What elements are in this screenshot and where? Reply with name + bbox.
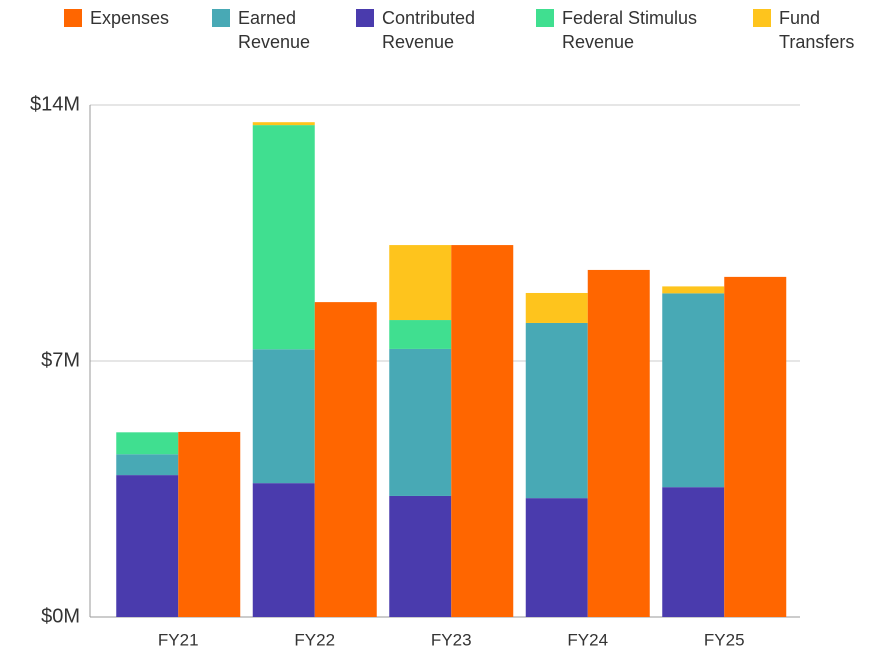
bar	[587, 269, 650, 617]
legend-swatch	[212, 9, 230, 27]
bar-segment	[662, 293, 725, 488]
legend-item: Earned Revenue	[212, 6, 332, 54]
x-tick-label: FY21	[158, 630, 199, 649]
legend-item: Contributed Revenue	[356, 6, 516, 54]
legend-item: Expenses	[64, 6, 194, 30]
bar	[314, 302, 377, 617]
legend-swatch	[64, 9, 82, 27]
bar-segment	[525, 498, 588, 617]
bar-segment	[525, 322, 588, 499]
bar-segment	[662, 286, 725, 294]
bar-segment	[389, 495, 452, 617]
legend-label: Earned Revenue	[238, 8, 311, 52]
legend-item: Federal Stimulus Revenue	[536, 6, 736, 54]
bar-segment	[525, 292, 588, 323]
bar-segment	[252, 125, 315, 350]
bar-segment	[116, 475, 179, 617]
bar-segment	[252, 122, 315, 126]
y-tick-label: $0M	[41, 605, 80, 627]
legend-label: Fund Transfers	[779, 8, 855, 52]
legend-label: Contributed Revenue	[382, 8, 476, 52]
y-tick-label: $14M	[30, 93, 80, 115]
x-tick-label: FY25	[704, 630, 745, 649]
legend-item: Fund Transfers	[753, 6, 873, 54]
x-tick-label: FY24	[567, 630, 608, 649]
bar	[451, 245, 514, 617]
y-tick-label: $7M	[41, 349, 80, 371]
x-tick-label: FY23	[431, 630, 472, 649]
bar-segment	[389, 320, 452, 349]
bar-segment	[389, 348, 452, 496]
legend-label: Federal Stimulus Revenue	[562, 8, 698, 52]
bar-segment	[252, 483, 315, 617]
bar-segment	[116, 454, 179, 476]
legend-swatch	[356, 9, 374, 27]
bar-segment	[389, 245, 452, 321]
legend-label: Expenses	[90, 8, 170, 28]
bar	[178, 431, 241, 617]
bar-segment	[116, 432, 179, 455]
bar-segment	[252, 349, 315, 484]
bar	[724, 276, 787, 617]
legend-swatch	[753, 9, 771, 27]
legend-swatch	[536, 9, 554, 27]
bar-segment	[662, 487, 725, 617]
x-tick-label: FY22	[294, 630, 335, 649]
